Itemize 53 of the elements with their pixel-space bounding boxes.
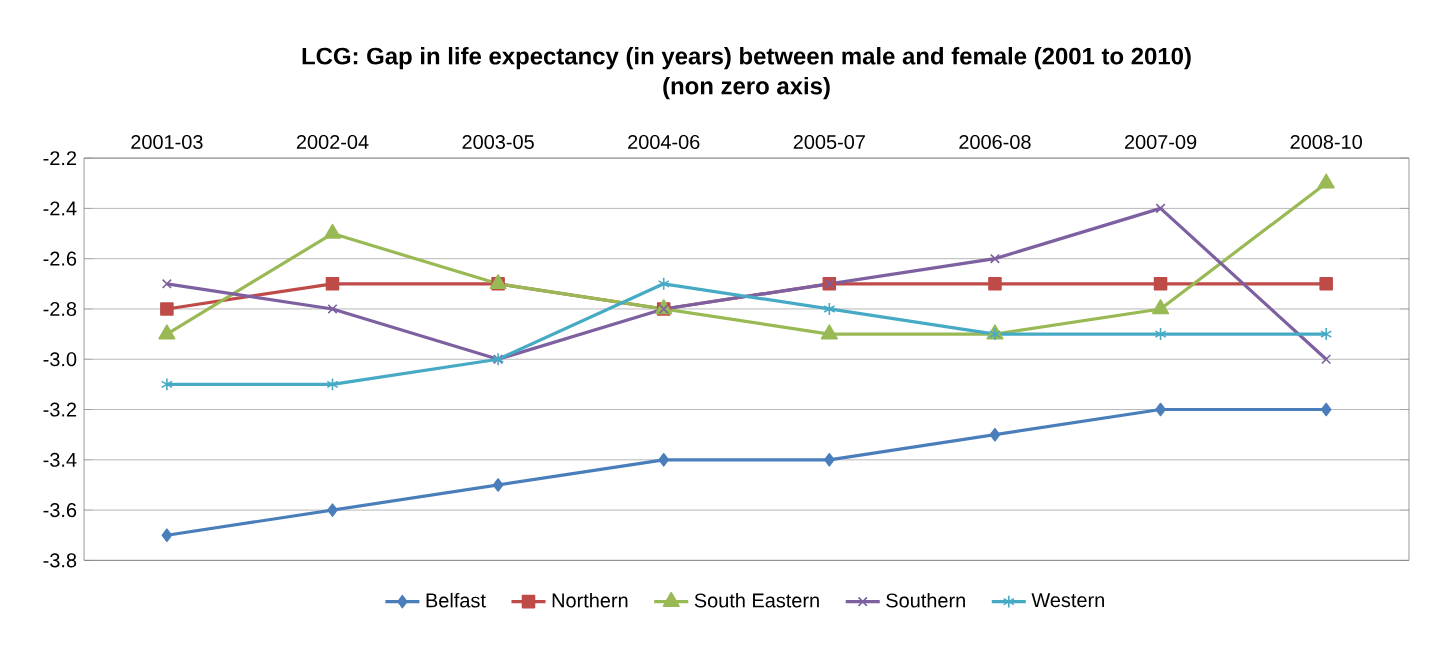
point: [323, 223, 342, 239]
y-tick-label: -2.4: [43, 201, 77, 216]
point: [1317, 173, 1335, 189]
y-tick-label: -3.8: [43, 553, 77, 568]
point: [988, 276, 1002, 291]
point: [327, 303, 338, 314]
point: [1319, 276, 1333, 291]
legend-label: South Eastern: [694, 592, 819, 608]
point: [1320, 327, 1333, 341]
point: [820, 324, 838, 340]
point: [1151, 298, 1170, 315]
chart-subtitle: (non zero axis): [663, 76, 830, 100]
x-tick-label: 2008-10: [1290, 134, 1362, 149]
chart-title: LCG: Gap in life expectancy (in years) between male and female (2001 to 2010): [302, 46, 1191, 70]
y-tick-label: -2.6: [43, 251, 77, 266]
legend-label: Western: [1031, 593, 1104, 607]
point: [1155, 402, 1166, 417]
point: [327, 503, 338, 517]
x-tick-label: 2001-03: [131, 134, 203, 149]
point: [1321, 353, 1332, 365]
x-tick-label: 2003-05: [462, 134, 534, 149]
point: [326, 377, 339, 391]
legend-label: Belfast: [426, 592, 486, 608]
point: [161, 278, 172, 289]
point: [160, 377, 173, 391]
point: [989, 253, 1000, 264]
point: [1154, 327, 1167, 341]
x-tick-label: 2005-07: [793, 134, 865, 149]
point: [161, 528, 173, 542]
point: [492, 477, 504, 492]
point: [1153, 276, 1168, 291]
y-tick-label: -2.8: [43, 301, 77, 316]
x-tick-label: 2004-06: [628, 134, 700, 149]
point: [325, 276, 340, 291]
point: [1155, 203, 1166, 214]
x-tick-label: 2006-08: [959, 134, 1031, 149]
point: [824, 452, 835, 467]
point: [989, 427, 1001, 442]
x-tick-label: 2007-09: [1124, 134, 1197, 149]
point: [160, 301, 174, 316]
y-tick-label: -2.2: [43, 150, 77, 165]
point: [158, 324, 176, 340]
y-tick-label: -3.6: [43, 502, 77, 517]
point: [1320, 402, 1332, 417]
legend-label: Southern: [886, 592, 965, 608]
legend-label: Northern: [552, 592, 628, 608]
point: [658, 452, 669, 467]
y-tick-label: -3.4: [43, 452, 77, 467]
point: [657, 276, 670, 291]
x-tick-label: 2002-04: [296, 134, 369, 149]
y-tick-label: -3.0: [43, 351, 77, 367]
y-tick-label: -3.2: [43, 402, 77, 417]
point: [823, 301, 836, 316]
